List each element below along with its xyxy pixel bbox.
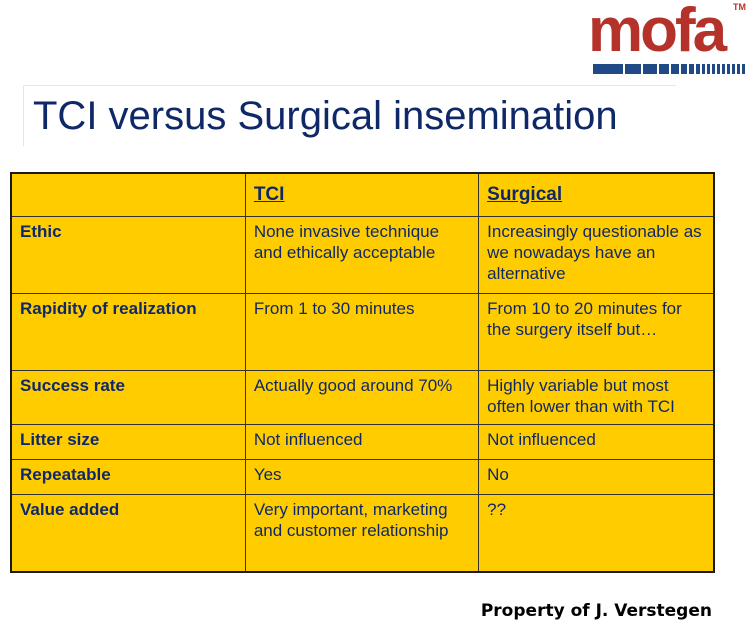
row-label: Repeatable xyxy=(10,459,246,495)
tci-cell: Very important, marketing and customer r… xyxy=(244,494,480,572)
slide-title: TCI versus Surgical insemination xyxy=(33,94,618,138)
tci-cell: Not influenced xyxy=(244,424,480,460)
tci-cell: None invasive technique and ethically ac… xyxy=(244,216,480,294)
title-box xyxy=(23,85,676,146)
surgical-cell: Not influenced xyxy=(478,424,715,460)
table-row: Litter size Not influenced Not influence… xyxy=(10,424,715,460)
logo-bars xyxy=(593,64,745,74)
mofa-logo: mofa TM xyxy=(586,0,746,76)
tci-cell: Yes xyxy=(244,459,480,495)
surgical-cell: ?? xyxy=(478,494,715,572)
row-label: Litter size xyxy=(10,424,246,460)
slide-content: TCI Surgical Ethic None invasive techniq… xyxy=(10,172,715,621)
table-header-row: TCI Surgical xyxy=(10,172,715,217)
footer-credit: Property of J. Verstegen xyxy=(480,600,712,621)
table-row: Ethic None invasive technique and ethica… xyxy=(10,216,715,294)
header-surgical: Surgical xyxy=(478,172,715,217)
surgical-cell: No xyxy=(478,459,715,495)
row-label: Value added xyxy=(10,494,246,572)
comparison-table: TCI Surgical Ethic None invasive techniq… xyxy=(10,172,715,573)
table-row: Value added Very important, marketing an… xyxy=(10,494,715,572)
surgical-cell: Highly variable but most often lower tha… xyxy=(478,370,715,425)
header-empty xyxy=(10,172,246,217)
row-label: Ethic xyxy=(10,216,246,294)
surgical-cell: Increasingly questionable as we nowadays… xyxy=(478,216,715,294)
table-row: Rapidity of realization From 1 to 30 min… xyxy=(10,293,715,371)
header-tci: TCI xyxy=(244,172,480,217)
row-label: Success rate xyxy=(10,370,246,425)
row-label: Rapidity of realization xyxy=(10,293,246,371)
logo-wordmark: mofa xyxy=(588,0,727,65)
tci-cell: From 1 to 30 minutes xyxy=(244,293,480,371)
table-row: Repeatable Yes No xyxy=(10,459,715,495)
table-row: Success rate Actually good around 70% Hi… xyxy=(10,370,715,425)
logo-tm: TM xyxy=(733,2,746,12)
tci-cell: Actually good around 70% xyxy=(244,370,480,425)
surgical-cell: From 10 to 20 minutes for the surgery it… xyxy=(478,293,715,371)
